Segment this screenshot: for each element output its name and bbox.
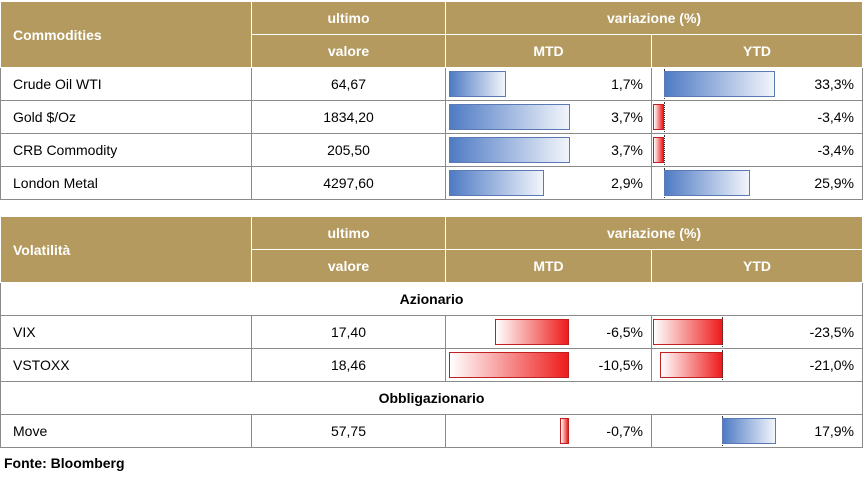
row-name: Gold $/Oz	[0, 100, 252, 134]
ytd-cell: -3,4%	[650, 133, 863, 167]
header-change: variazione (%)	[444, 1, 863, 35]
table-row: Gold $/Oz 1834,20 3,7% -3,4%	[0, 100, 863, 134]
ytd-cell: 25,9%	[650, 166, 863, 200]
row-value: 1834,20	[251, 100, 446, 134]
mtd-pct: -10,5%	[598, 357, 643, 373]
source-note: Fonte: Bloomberg	[4, 455, 125, 471]
row-value: 205,50	[251, 133, 446, 167]
row-name: CRB Commodity	[0, 133, 252, 167]
ytd-bar	[653, 137, 664, 163]
ytd-bar	[653, 319, 723, 345]
header-last-bottom: valore	[251, 249, 446, 283]
ytd-bar	[664, 170, 750, 196]
ytd-cell: -3,4%	[650, 100, 863, 134]
row-value: 4297,60	[251, 166, 446, 200]
mtd-bar	[495, 319, 569, 345]
row-name: Move	[0, 414, 252, 448]
ytd-bar	[722, 418, 776, 444]
mtd-cell: 2,9%	[445, 166, 652, 200]
table-row: London Metal 4297,60 2,9% 25,9%	[0, 166, 863, 200]
ytd-pct: -3,4%	[817, 109, 855, 125]
section-equity: Azionario	[0, 282, 863, 316]
row-value: 57,75	[251, 414, 446, 448]
row-value: 18,46	[251, 348, 446, 382]
table-row: Crude Oil WTI 64,67 1,7% 33,3%	[0, 67, 863, 101]
ytd-pct: 25,9%	[814, 175, 855, 191]
mtd-bar	[449, 170, 544, 196]
ytd-pct: 17,9%	[814, 423, 855, 439]
ytd-pct: 33,3%	[814, 76, 855, 92]
mtd-pct: 3,7%	[611, 109, 643, 125]
header-ytd: YTD	[650, 249, 863, 283]
mtd-pct: 2,9%	[611, 175, 643, 191]
header-last-bottom: valore	[251, 34, 446, 68]
mtd-pct: -0,7%	[606, 423, 643, 439]
zero-axis	[722, 350, 723, 380]
row-name: London Metal	[0, 166, 252, 200]
row-value: 64,67	[251, 67, 446, 101]
ytd-pct: -3,4%	[817, 142, 855, 158]
ytd-cell: -21,0%	[650, 348, 863, 382]
volatility-header-name: Volatilità	[0, 216, 252, 283]
commodities-table: Commodities ultimo variazione (%) valore…	[0, 1, 863, 200]
mtd-cell: 3,7%	[445, 100, 652, 134]
zero-axis	[722, 317, 723, 347]
zero-axis	[664, 135, 665, 165]
table-row: CRB Commodity 205,50 3,7% -3,4%	[0, 133, 863, 167]
ytd-pct: -23,5%	[809, 324, 855, 340]
row-name: VIX	[0, 315, 252, 349]
header-mtd: MTD	[445, 249, 652, 283]
header-last-top: ultimo	[251, 216, 446, 250]
ytd-bar	[660, 352, 723, 378]
table-row: Move 57,75 -0,7% 17,9%	[0, 414, 863, 448]
row-name: VSTOXX	[0, 348, 252, 382]
section-bond: Obbligazionario	[0, 381, 863, 415]
mtd-bar	[449, 137, 570, 163]
volatility-table: Volatilità ultimo variazione (%) valore …	[0, 216, 863, 448]
mtd-pct: -6,5%	[606, 324, 643, 340]
mtd-bar	[449, 104, 570, 130]
ytd-cell: 33,3%	[650, 67, 863, 101]
mtd-bar	[560, 418, 569, 444]
header-last-top: ultimo	[251, 1, 446, 35]
table-row: VIX 17,40 -6,5% -23,5%	[0, 315, 863, 349]
row-value: 17,40	[251, 315, 446, 349]
ytd-cell: 17,9%	[650, 414, 863, 448]
mtd-pct: 1,7%	[611, 76, 643, 92]
ytd-pct: -21,0%	[809, 357, 855, 373]
ytd-bar	[664, 71, 775, 97]
mtd-cell: 1,7%	[445, 67, 652, 101]
row-name: Crude Oil WTI	[0, 67, 252, 101]
mtd-cell: 3,7%	[445, 133, 652, 167]
commodities-header-name: Commodities	[0, 1, 252, 68]
header-ytd: YTD	[650, 34, 863, 68]
table-row: VSTOXX 18,46 -10,5% -21,0%	[0, 348, 863, 382]
mtd-cell: -0,7%	[445, 414, 652, 448]
ytd-bar	[653, 104, 664, 130]
zero-axis	[664, 102, 665, 132]
ytd-cell: -23,5%	[650, 315, 863, 349]
mtd-cell: -10,5%	[445, 348, 652, 382]
header-change: variazione (%)	[444, 216, 863, 250]
mtd-bar	[449, 352, 569, 378]
header-mtd: MTD	[445, 34, 652, 68]
mtd-pct: 3,7%	[611, 142, 643, 158]
mtd-bar	[449, 71, 506, 97]
mtd-cell: -6,5%	[445, 315, 652, 349]
